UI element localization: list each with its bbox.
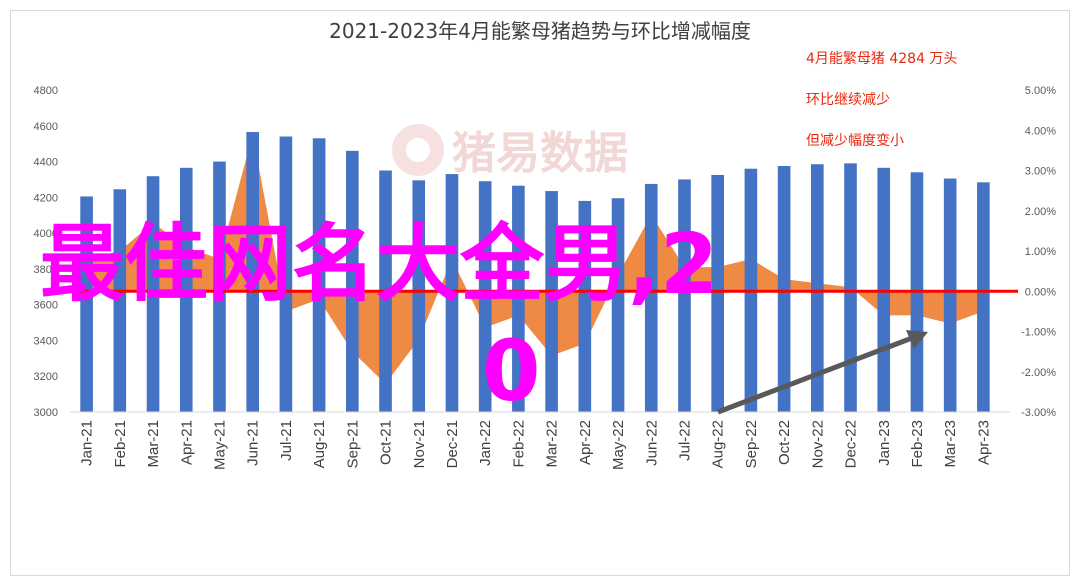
left-tick-label: 3000	[34, 407, 58, 419]
bar-Nov-21	[412, 180, 426, 412]
bar-Mar-21	[146, 176, 160, 412]
annotation-total: 4月能繁母猪 4284 万头	[806, 51, 957, 67]
x-tick-label: Mar-23	[942, 420, 959, 468]
right-tick-label: -2.00%	[1021, 367, 1056, 379]
x-tick-label: Aug-22	[710, 420, 727, 468]
x-tick-label: Apr-22	[577, 420, 594, 465]
right-tick-label: 5.00%	[1025, 85, 1056, 97]
bar-Jul-22	[678, 179, 691, 412]
bar-Sep-21	[346, 150, 359, 413]
x-axis-ticks: Jan-21 Feb-21 Mar-21 Apr-21 May-21 Jun-21 Jul-…	[70, 411, 1010, 470]
mom-change-area	[86, 134, 984, 384]
bar-Dec-21	[445, 174, 459, 412]
x-tick-label: Apr-23	[975, 420, 992, 465]
overlay-line-1: 最佳网名大全男,2	[40, 215, 718, 313]
bar-Dec-22	[844, 163, 857, 412]
bar-Aug-21	[312, 138, 326, 413]
left-tick-label: 3200	[34, 371, 58, 383]
bar-Feb-22	[512, 185, 525, 412]
bar-Jan-21	[80, 196, 93, 412]
x-tick-label: Jan-21	[79, 420, 96, 466]
bar-Mar-23	[943, 178, 957, 412]
bar-Feb-21	[113, 189, 127, 412]
right-tick-label: 2.00%	[1025, 206, 1056, 218]
left-tick-label: 3400	[34, 335, 58, 347]
left-tick-label: 4000	[34, 228, 58, 240]
right-tick-label: 3.00%	[1025, 166, 1056, 178]
chart-title: 2021-2023年4月能繁母猪趋势与环比增减幅度	[329, 19, 751, 43]
x-tick-label: Jun-22	[643, 420, 660, 466]
left-tick-label: 4800	[34, 85, 58, 97]
annotation-smaller: 但减少幅度变小	[806, 133, 904, 149]
right-tick-label: 1.00%	[1025, 246, 1056, 258]
x-tick-label: May-21	[211, 420, 228, 470]
bar-Jun-22	[644, 183, 658, 412]
x-tick-label: Jun-21	[245, 420, 262, 466]
x-tick-label: Feb-23	[909, 420, 926, 468]
bar-Jun-21	[246, 132, 259, 413]
bar-Nov-22	[811, 164, 824, 412]
watermark-text: 猪易数据	[452, 128, 628, 179]
bar-May-22	[611, 198, 625, 412]
x-tick-label: Mar-21	[145, 420, 162, 468]
left-tick-label: 3600	[34, 300, 58, 312]
overlay-line-2: 0	[482, 322, 540, 420]
overlay-text: 最佳网名大全男,2 0	[40, 215, 718, 420]
right-tick-label: -1.00%	[1021, 327, 1056, 339]
x-tick-label: Feb-21	[112, 420, 129, 468]
x-tick-label: Jul-22	[676, 420, 693, 461]
x-tick-label: Sep-22	[743, 420, 760, 468]
bar-Mar-22	[545, 191, 558, 412]
bar-Aug-22	[711, 174, 724, 412]
bar-Oct-22	[777, 166, 791, 412]
watermark: 猪易数据	[392, 124, 628, 179]
x-tick-label: Nov-21	[411, 420, 428, 468]
x-tick-label: Mar-22	[544, 420, 561, 468]
trend-arrow	[717, 330, 928, 415]
annotation-decrease: 环比继续减少	[806, 91, 890, 108]
x-tick-label: Aug-21	[311, 420, 328, 468]
left-tick-label: 3800	[34, 264, 58, 276]
right-tick-label: 0.00%	[1025, 286, 1056, 298]
left-axis-ticks: 3000 3200 3400 3600 3800 4000 4200 4400 4600 4800	[34, 85, 58, 419]
bar-Jul-21	[279, 136, 293, 412]
right-axis-ticks: -3.00% -2.00% -1.00% 0.00% 1.00% 2.00% 3.00% 4.…	[1021, 85, 1056, 419]
x-tick-label: Oct-21	[378, 420, 395, 465]
x-tick-label: Apr-21	[178, 420, 195, 465]
x-tick-label: Jul-21	[278, 420, 295, 461]
x-tick-label: Jan-23	[876, 420, 893, 466]
right-tick-label: 4.00%	[1025, 125, 1056, 137]
x-tick-label: Sep-21	[344, 420, 361, 468]
x-tick-label: Dec-22	[843, 420, 860, 468]
x-tick-label: Feb-22	[510, 420, 527, 468]
x-tick-label: Oct-22	[776, 420, 793, 465]
bar-Apr-23	[977, 182, 990, 412]
bar-Apr-22	[578, 200, 592, 412]
x-tick-label: Dec-21	[444, 420, 461, 468]
annotations: 4月能繁母猪 4284 万头 环比继续减少 但减少幅度变小	[806, 51, 957, 149]
bar-Jan-22	[478, 181, 492, 412]
left-tick-label: 4600	[34, 121, 58, 133]
right-tick-label: -3.00%	[1021, 407, 1056, 419]
bar-May-21	[213, 161, 226, 412]
area-layer	[86, 134, 984, 384]
x-tick-label: Jan-22	[477, 420, 494, 466]
left-tick-label: 4400	[34, 157, 58, 169]
x-tick-label: Nov-22	[809, 420, 826, 468]
left-tick-label: 4200	[34, 192, 58, 204]
x-tick-label: May-22	[610, 420, 627, 470]
